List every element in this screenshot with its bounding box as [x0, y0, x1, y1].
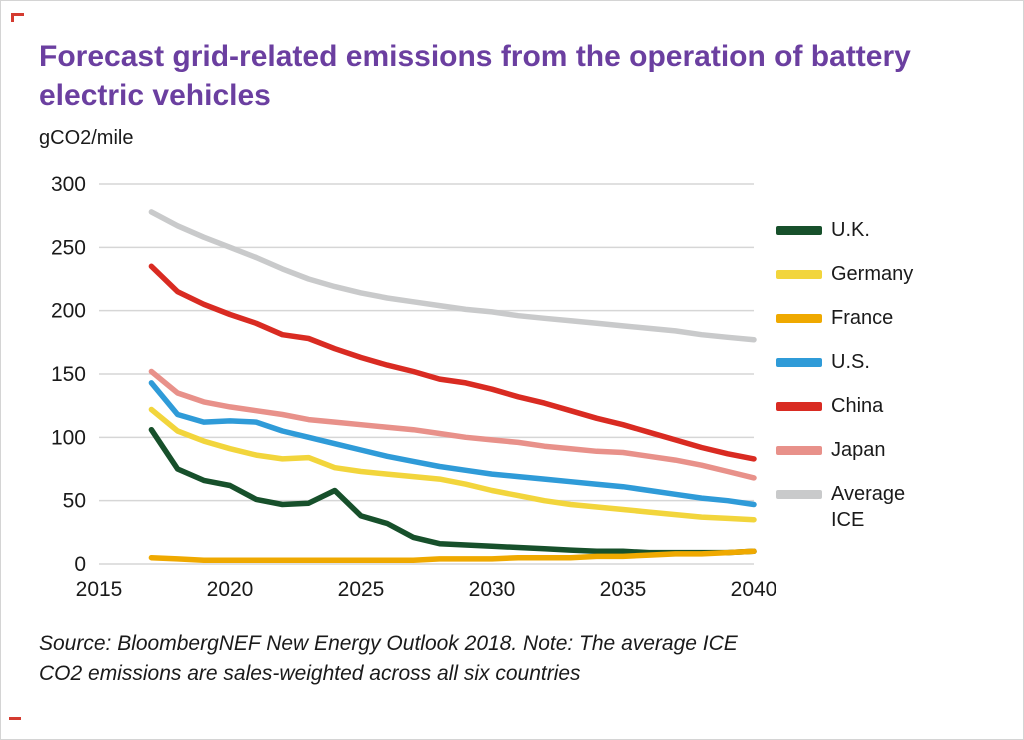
y-axis-unit-label: gCO2/mile [39, 127, 134, 149]
x-tick-label-2025: 2025 [338, 578, 385, 601]
series-line-japan [148, 368, 757, 481]
x-tick-label-2030: 2030 [469, 578, 516, 601]
x-tick-label-2015: 2015 [76, 578, 123, 601]
x-tick-label-2020: 2020 [207, 578, 254, 601]
legend-item-france: France [776, 305, 926, 331]
legend-label-japan: Japan [831, 439, 886, 461]
legend: U.K. Germany France U.S. China Japan Average I… [776, 217, 926, 551]
crop-mark-bottom-left [9, 717, 21, 720]
series-line-u-s [148, 380, 757, 508]
legend-item-china: China [776, 393, 926, 419]
legend-label-germany: Germany [831, 263, 914, 285]
series-line-france [148, 548, 757, 563]
legend-item-germany: Germany [776, 261, 926, 287]
legend-label-france: France [831, 307, 894, 329]
crop-mark-top-left-vertical [11, 13, 14, 22]
legend-label-china: China [831, 395, 884, 417]
x-tick-label-2035: 2035 [600, 578, 647, 601]
legend-swatch-china [776, 402, 822, 411]
crop-mark-top-left [11, 13, 24, 16]
emissions-line-chart: 0 50 100 150 200 250 300 2015 2020 2025 2030 2035 20… [51, 173, 777, 601]
chart-area: 0 50 100 150 200 250 300 2015 2020 2025 2030 2035 20… [31, 159, 777, 609]
legend-item-u-s: U.S. [776, 349, 926, 375]
legend-swatch-germany [776, 270, 822, 279]
legend-swatch-u-k [776, 226, 822, 235]
y-tick-label-0: 0 [74, 553, 86, 576]
y-tick-label-300: 300 [51, 173, 86, 196]
series-line-germany [148, 406, 757, 523]
legend-swatch-japan [776, 446, 822, 455]
legend-label-u-s: U.S. [831, 351, 870, 373]
legend-swatch-u-s [776, 358, 822, 367]
y-tick-label-200: 200 [51, 300, 86, 323]
legend-item-average-ice: Average ICE [776, 481, 926, 533]
source-note: Source: BloombergNEF New Energy Outlook … [39, 632, 738, 686]
y-tick-label-150: 150 [51, 363, 86, 386]
y-tick-label-250: 250 [51, 236, 86, 259]
legend-swatch-average-ice [776, 490, 822, 499]
y-tick-label-100: 100 [51, 426, 86, 449]
series-line-average-ice [148, 209, 757, 343]
legend-item-japan: Japan [776, 437, 926, 463]
y-tick-label-50: 50 [63, 490, 86, 513]
x-tick-label-2040: 2040 [731, 578, 776, 601]
series-line-china [148, 263, 757, 462]
legend-item-u-k: U.K. [776, 217, 926, 243]
legend-swatch-france [776, 314, 822, 323]
legend-label-u-k: U.K. [831, 219, 870, 241]
chart-title: Forecast grid-related emissions from the… [39, 40, 911, 112]
legend-label-average-ice: Average ICE [831, 483, 906, 531]
